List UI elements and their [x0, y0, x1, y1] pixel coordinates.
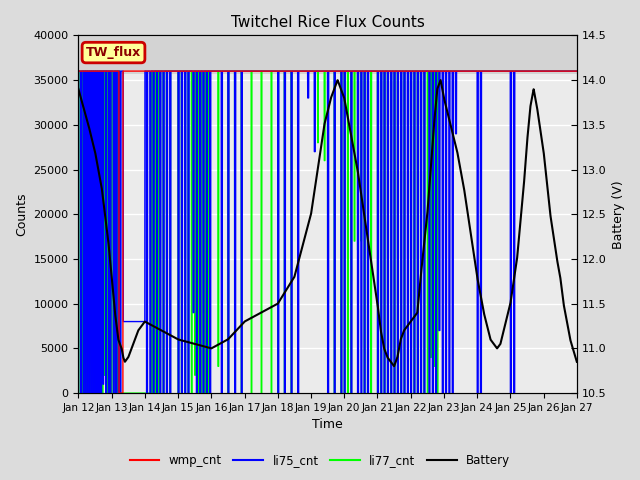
X-axis label: Time: Time	[312, 419, 343, 432]
wmp_cnt	[558, 68, 566, 74]
li77_cnt	[284, 68, 292, 74]
li77_cnt	[436, 68, 444, 74]
wmp_cnt	[533, 68, 541, 74]
li77_cnt	[76, 390, 84, 396]
wmp_cnt	[288, 68, 296, 74]
Y-axis label: Battery (V): Battery (V)	[612, 180, 625, 249]
Y-axis label: Counts: Counts	[15, 192, 28, 236]
li77_cnt	[312, 68, 319, 74]
Text: TW_flux: TW_flux	[86, 46, 141, 59]
Battery	[437, 78, 445, 84]
li75_cnt	[436, 68, 444, 74]
li75_cnt	[312, 68, 319, 74]
Battery	[75, 86, 83, 92]
li77_cnt	[533, 68, 541, 74]
Battery	[312, 183, 319, 189]
li75_cnt	[573, 68, 580, 74]
li77_cnt	[558, 68, 566, 74]
Legend: wmp_cnt, li75_cnt, li77_cnt, Battery: wmp_cnt, li75_cnt, li77_cnt, Battery	[125, 449, 515, 472]
Line: Battery: Battery	[79, 80, 577, 366]
wmp_cnt	[115, 390, 123, 396]
Battery	[284, 285, 292, 290]
Title: Twitchel Rice Flux Counts: Twitchel Rice Flux Counts	[230, 15, 424, 30]
Battery	[436, 77, 444, 83]
li75_cnt	[284, 68, 292, 74]
Battery	[288, 278, 296, 284]
wmp_cnt	[436, 68, 444, 74]
li75_cnt	[288, 390, 296, 396]
Line: wmp_cnt: wmp_cnt	[79, 71, 577, 393]
li77_cnt	[75, 68, 83, 74]
li77_cnt	[573, 68, 580, 74]
wmp_cnt	[284, 68, 292, 74]
li75_cnt	[558, 68, 566, 74]
wmp_cnt	[312, 68, 319, 74]
Line: li75_cnt: li75_cnt	[79, 71, 577, 393]
li75_cnt	[75, 68, 83, 74]
Battery	[390, 363, 398, 369]
Bar	[79, 36, 577, 74]
li75_cnt	[77, 390, 84, 396]
Battery	[533, 104, 541, 110]
li77_cnt	[288, 68, 296, 74]
Line: li77_cnt: li77_cnt	[79, 71, 577, 393]
wmp_cnt	[75, 68, 83, 74]
li75_cnt	[533, 68, 541, 74]
wmp_cnt	[573, 68, 580, 74]
Battery	[558, 287, 566, 292]
Battery	[573, 359, 580, 365]
